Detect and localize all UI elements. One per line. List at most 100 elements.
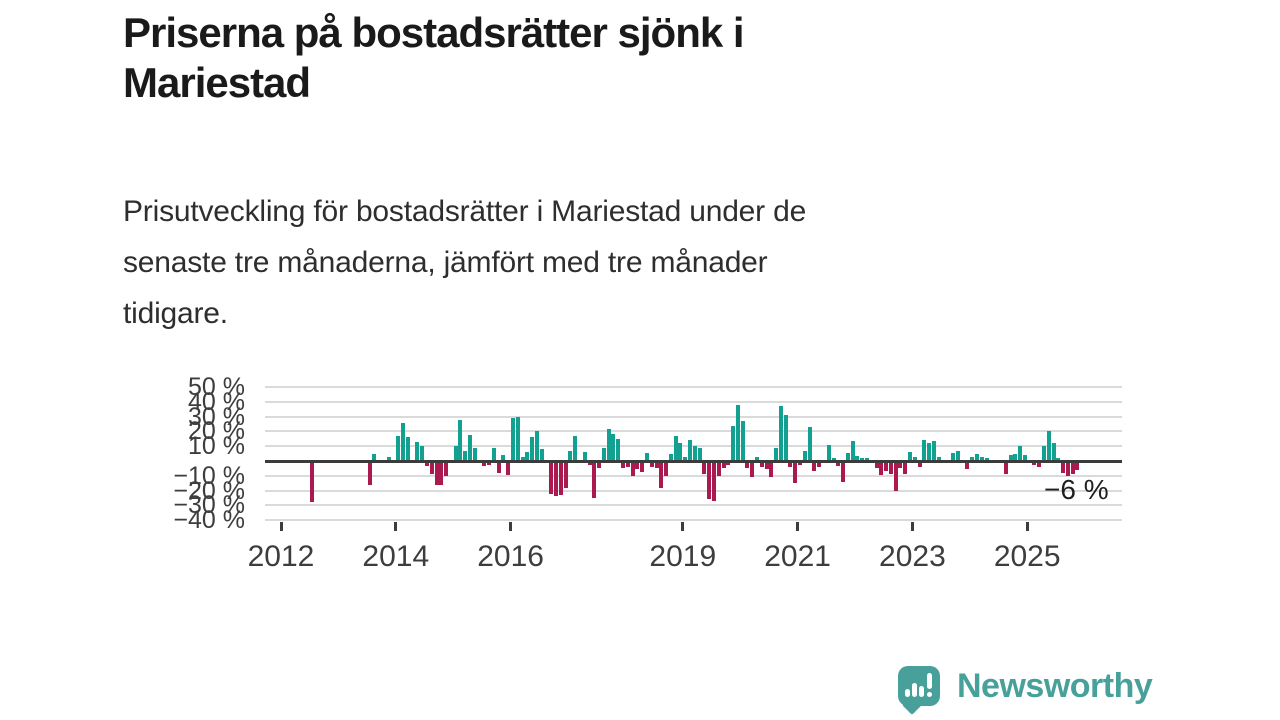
bar-2019-10 bbox=[726, 461, 731, 466]
bar-2025-09 bbox=[1065, 461, 1070, 476]
bar-2022-05 bbox=[874, 461, 879, 469]
page-title: Priserna på bostadsrätter sjönk i Maries… bbox=[123, 8, 745, 108]
gridline bbox=[265, 415, 1122, 418]
y-axis-label: 20 % bbox=[188, 417, 245, 446]
bar-2021-09 bbox=[836, 461, 841, 467]
bar-2015-05 bbox=[472, 447, 477, 462]
x-axis-tick bbox=[796, 522, 800, 531]
bar-2018-02 bbox=[630, 461, 635, 476]
bar-2021-05 bbox=[817, 461, 822, 467]
bar-2025-11 bbox=[1075, 461, 1080, 470]
bar-2025-04 bbox=[1041, 446, 1046, 462]
bar-2021-03 bbox=[807, 427, 812, 461]
bar-2017-09 bbox=[606, 428, 611, 462]
bar-2019-06 bbox=[707, 461, 712, 500]
bar-2015-10 bbox=[496, 461, 501, 473]
bar-2023-06 bbox=[936, 456, 941, 461]
gridline bbox=[265, 489, 1122, 492]
bar-2016-10 bbox=[554, 461, 558, 497]
bar-2018-06 bbox=[649, 461, 654, 467]
bar-2020-10 bbox=[783, 415, 788, 461]
bar-2013-07 bbox=[367, 461, 372, 485]
x-axis-tick bbox=[279, 522, 283, 531]
page-title-line-2: Mariestad bbox=[123, 59, 311, 106]
bar-2016-05 bbox=[530, 436, 535, 461]
newsworthy-wordmark: Newsworthy bbox=[957, 666, 1153, 705]
bar-2022-02 bbox=[860, 458, 865, 462]
newsworthy-speech-bubble-icon bbox=[898, 666, 940, 715]
bar-2018-09 bbox=[664, 461, 669, 476]
latest-value-annotation: −6 % bbox=[1044, 474, 1109, 505]
bar-2020-03 bbox=[750, 461, 755, 478]
bar-2016-07 bbox=[539, 449, 544, 461]
bar-2015-12 bbox=[506, 461, 511, 475]
logo-exclamation-icon bbox=[927, 673, 932, 689]
bar-2017-08 bbox=[601, 447, 606, 462]
bar-2017-10 bbox=[611, 434, 616, 462]
bar-2016-02 bbox=[515, 416, 520, 462]
chart-subtitle: Prisutveckling för bostadsrätter i Marie… bbox=[123, 186, 806, 339]
x-axis-label: 2025 bbox=[993, 540, 1061, 573]
bar-2020-05 bbox=[759, 461, 764, 467]
chart-subtitle-line-1: Prisutveckling för bostadsrätter i Marie… bbox=[123, 195, 807, 228]
bar-2020-02 bbox=[745, 461, 750, 469]
x-axis-label: 2019 bbox=[649, 540, 717, 573]
bar-2023-01 bbox=[912, 456, 917, 461]
gridline bbox=[265, 474, 1122, 477]
bar-2015-02 bbox=[458, 419, 463, 461]
x-axis-label: 2016 bbox=[477, 540, 544, 573]
bar-2014-09 bbox=[434, 461, 439, 485]
bar-2024-03 bbox=[979, 456, 984, 461]
bar-2020-07 bbox=[769, 461, 774, 478]
gridline bbox=[265, 386, 1122, 389]
bar-2015-07 bbox=[482, 461, 487, 467]
x-axis-label: 2012 bbox=[247, 540, 315, 573]
bar-2017-11 bbox=[616, 438, 621, 461]
bar-2019-05 bbox=[702, 461, 707, 475]
bar-2015-04 bbox=[467, 435, 472, 461]
bar-2023-09 bbox=[951, 452, 956, 461]
x-axis-tick bbox=[394, 522, 398, 531]
bar-2017-01 bbox=[568, 450, 573, 461]
bar-2020-12 bbox=[793, 461, 798, 484]
bar-2024-08 bbox=[1003, 461, 1008, 475]
bar-2020-06 bbox=[764, 461, 769, 470]
bar-2025-10 bbox=[1070, 461, 1075, 475]
bar-2023-04 bbox=[927, 443, 932, 461]
bar-2023-12 bbox=[965, 461, 970, 470]
bar-2024-10 bbox=[1013, 453, 1018, 461]
chart-subtitle-line-2: senaste tre månaderna, jämfört med tre m… bbox=[123, 246, 768, 279]
y-axis-label: 10 % bbox=[188, 432, 245, 461]
logo-chart-bar-icon bbox=[912, 683, 917, 697]
gridline bbox=[265, 430, 1122, 433]
bar-2024-02 bbox=[975, 453, 979, 461]
y-axis-label: −40 % bbox=[173, 506, 245, 535]
gridline bbox=[265, 504, 1122, 507]
bar-2018-07 bbox=[654, 461, 659, 469]
bar-2018-04 bbox=[640, 461, 645, 473]
bar-2017-06 bbox=[592, 461, 597, 498]
bar-2021-07 bbox=[826, 444, 831, 461]
bar-2022-08 bbox=[888, 461, 893, 475]
bar-2019-01 bbox=[683, 456, 688, 461]
x-axis-tick bbox=[1025, 522, 1029, 531]
bar-2022-07 bbox=[884, 461, 889, 472]
bar-2020-11 bbox=[788, 461, 793, 467]
bar-2023-10 bbox=[955, 451, 960, 461]
bar-2018-12 bbox=[678, 443, 683, 461]
bar-2014-03 bbox=[405, 437, 410, 461]
page-title-line-1: Priserna på bostadsrätter sjönk i bbox=[123, 9, 745, 56]
bar-2015-11 bbox=[501, 455, 506, 461]
logo-chart-bar-icon bbox=[919, 686, 924, 697]
x-axis-label: 2023 bbox=[879, 540, 946, 573]
bar-2025-05 bbox=[1046, 431, 1051, 461]
bar-2015-03 bbox=[463, 450, 468, 461]
bar-2014-08 bbox=[429, 461, 434, 475]
gridline bbox=[265, 400, 1122, 403]
bar-2025-08 bbox=[1061, 461, 1066, 473]
bar-2018-11 bbox=[673, 435, 678, 461]
x-axis-label: 2021 bbox=[764, 540, 831, 573]
bar-2022-06 bbox=[879, 461, 884, 475]
bar-2024-04 bbox=[984, 458, 989, 462]
bar-2022-11 bbox=[903, 461, 908, 475]
